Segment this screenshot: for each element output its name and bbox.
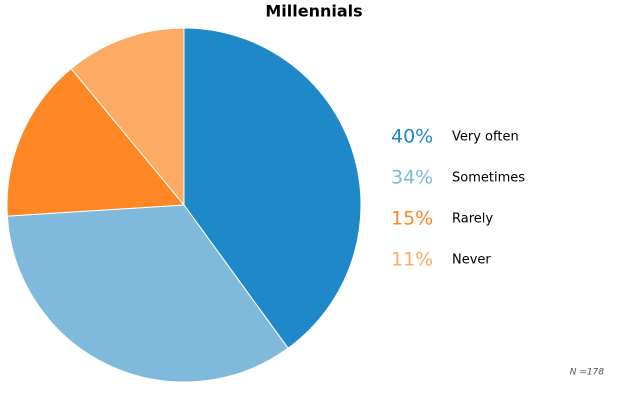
- legend-value: 11%: [391, 249, 433, 271]
- pie-slice: [6, 67, 186, 217]
- legend-label: Very often: [452, 130, 519, 145]
- chart-title: Millennials: [265, 2, 362, 21]
- pie-slice: [6, 204, 289, 383]
- legend-value: 40%: [391, 126, 433, 148]
- legend-value: 15%: [391, 208, 433, 230]
- legend-label: Never: [452, 253, 491, 268]
- pie-slice: [70, 27, 185, 207]
- pie-slice: [183, 27, 362, 349]
- annotation: N =178: [570, 368, 605, 378]
- legend-label: Sometimes: [452, 171, 525, 186]
- legend-label: Rarely: [452, 212, 493, 227]
- legend-value: 34%: [391, 167, 433, 189]
